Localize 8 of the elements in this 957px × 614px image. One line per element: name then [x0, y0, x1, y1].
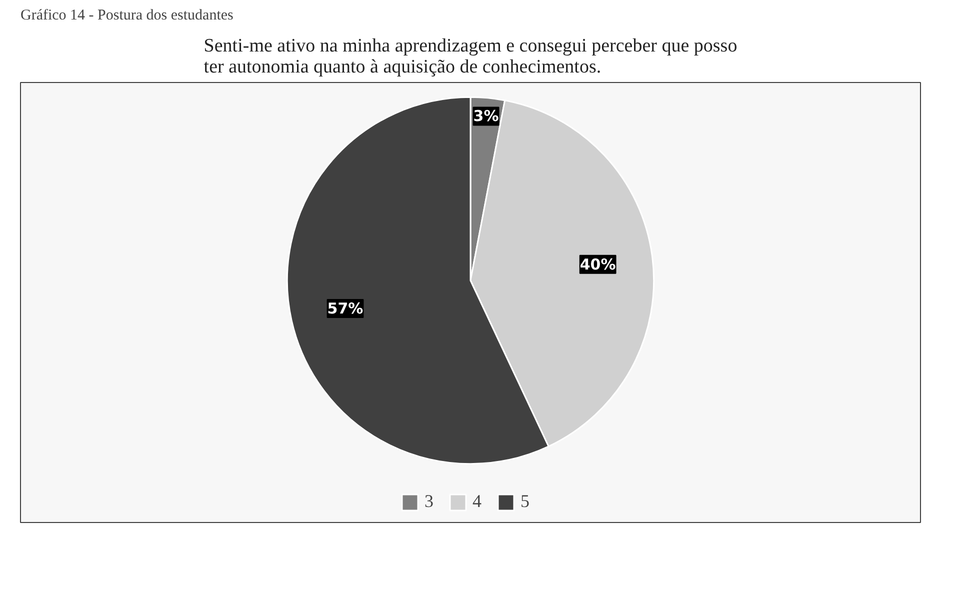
legend-label: 4	[472, 491, 482, 512]
data-label: 57%	[327, 299, 364, 318]
data-label: 3%	[473, 107, 499, 126]
legend-label: 5	[520, 491, 530, 512]
legend-label: 3	[424, 491, 434, 512]
chart-title: Senti-me ativo na minha aprendizagem e consegui perceber que posso ter autonomia quanto à aquisição de conhecimentos.	[204, 36, 738, 78]
text: Gráfico 14 - Postura dos estudantes	[20, 8, 234, 24]
data-label: 40%	[580, 255, 616, 274]
